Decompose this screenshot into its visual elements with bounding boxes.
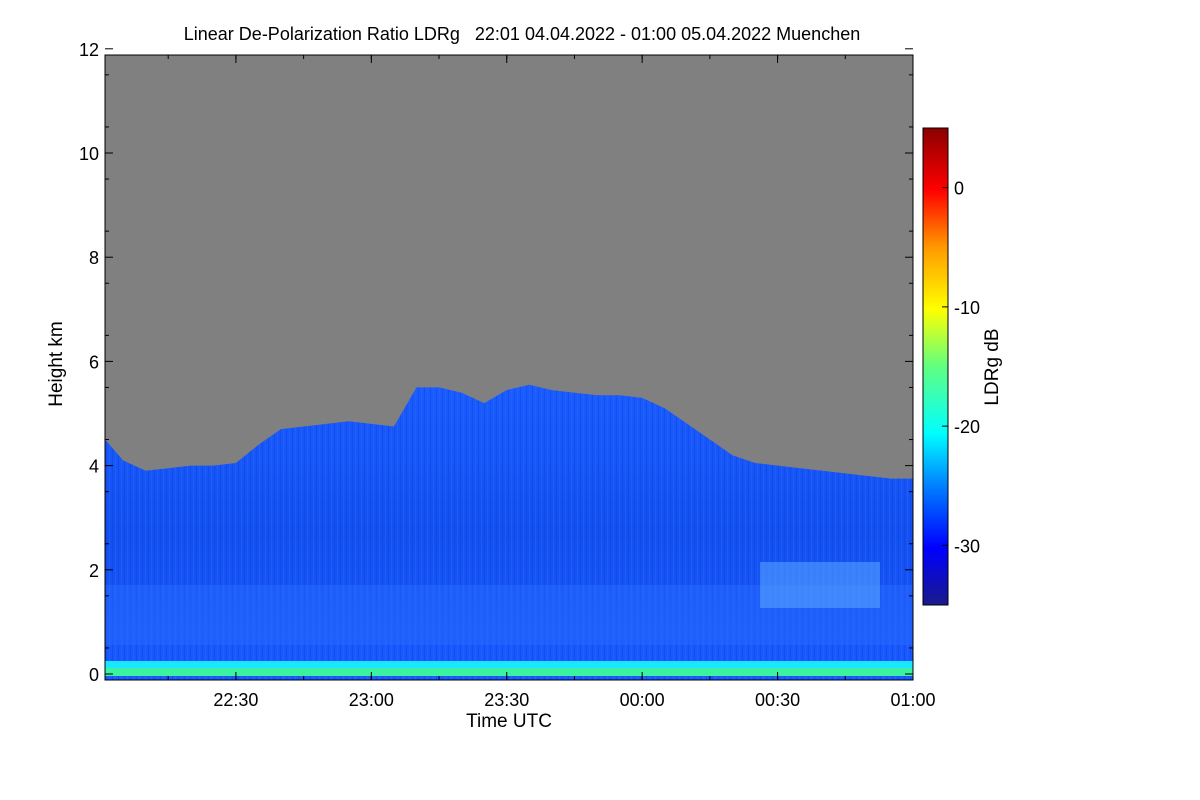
colorbar-tick-label: -30 [954, 536, 980, 556]
y-tick-label: 4 [89, 457, 99, 477]
y-axis-label: Height km [46, 321, 67, 407]
x-tick-label: 00:00 [620, 690, 665, 710]
y-tick-label: 8 [89, 248, 99, 268]
y-tick-label: 6 [89, 352, 99, 372]
backscatter-texture [105, 384, 913, 680]
x-axis: 22:30 23:00 23:30 00:00 00:30 01:00 [167, 55, 936, 710]
colorbar [922, 127, 949, 606]
y-tick-label: 2 [89, 561, 99, 581]
colorbar-tick-label: -20 [954, 417, 980, 437]
x-tick-label: 00:30 [755, 690, 800, 710]
colorbar-tick-label: 0 [954, 179, 964, 199]
x-axis-label: Time UTC [466, 711, 552, 732]
surface-layer [105, 668, 913, 676]
colorbar-label: LDRg dB [982, 328, 1003, 405]
plot-area [105, 55, 913, 680]
plot-frame [104, 54, 914, 681]
x-tick-label: 22:30 [213, 690, 258, 710]
colorbar-tick-label: -10 [954, 298, 980, 318]
x-tick-label: 01:00 [890, 690, 935, 710]
y-tick-label: 12 [79, 40, 99, 60]
x-tick-label: 23:30 [484, 690, 529, 710]
y-tick-label: 10 [79, 144, 99, 164]
y-axis: 0 2 4 6 8 10 12 [79, 40, 913, 685]
chart-title: Linear De-Polarization Ratio LDRg 22:01 … [184, 24, 860, 44]
near-surface-layer [105, 661, 913, 668]
x-tick-label: 23:00 [349, 690, 394, 710]
colorbar-axis: 0 -10 -20 -30 [942, 179, 980, 556]
ldr-band-upper [760, 562, 880, 608]
y-tick-label: 0 [89, 665, 99, 685]
